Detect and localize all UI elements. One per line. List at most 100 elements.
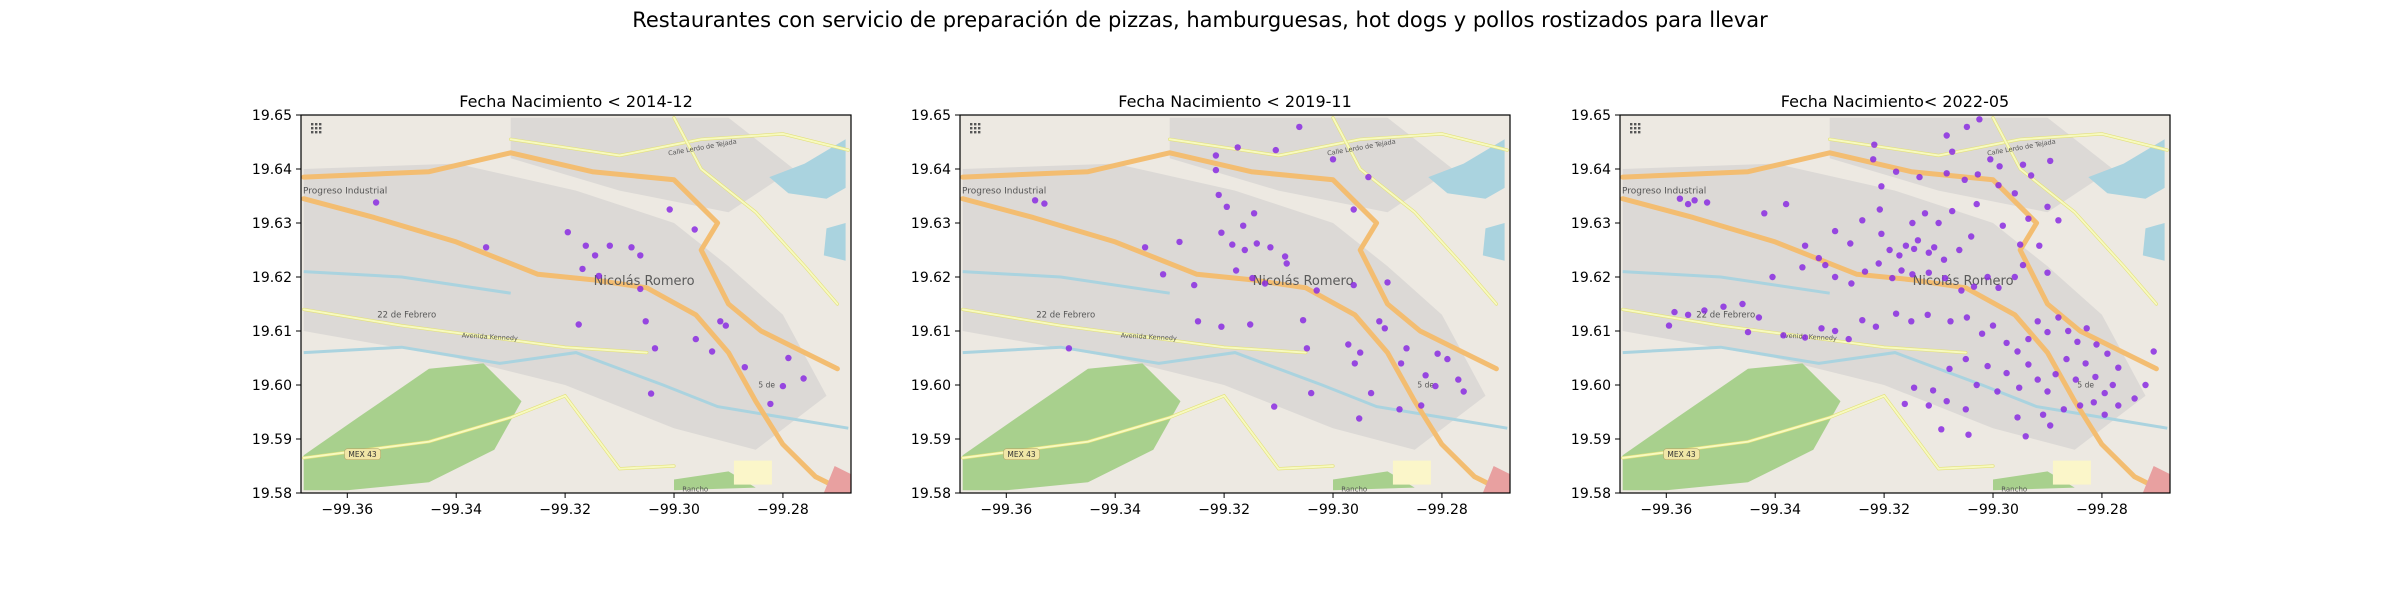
data-point <box>628 244 635 251</box>
x-tick-label: −99.30 <box>1967 502 2019 518</box>
map-label-town: Nicolás Romero <box>594 274 695 289</box>
data-point <box>606 242 613 249</box>
secondary-road-fill <box>1168 132 1509 157</box>
map-label-north-area: Progreso Industrial <box>1622 186 1706 196</box>
highway-shield-box <box>344 448 381 461</box>
data-point <box>2076 402 2084 409</box>
major-road <box>960 150 1499 372</box>
data-point <box>1782 200 1790 208</box>
data-point <box>2092 373 2099 381</box>
water-body <box>1428 139 1505 199</box>
data-point <box>1357 349 1364 356</box>
map-label-west-area: 22 de Febrero <box>1036 311 1095 321</box>
stream <box>1622 345 2168 430</box>
x-tick-label: −99.32 <box>1198 502 1250 518</box>
data-point <box>2044 269 2051 276</box>
stream <box>962 345 1508 430</box>
map-label-west-area: 22 de Febrero <box>377 311 436 321</box>
data-point <box>1676 195 1684 202</box>
data-point <box>1848 280 1855 287</box>
water-body <box>769 139 846 199</box>
data-point <box>1299 317 1307 324</box>
data-point <box>2044 203 2051 210</box>
data-point <box>1229 241 1236 248</box>
data-point <box>1176 238 1183 246</box>
x-tick-label: −99.28 <box>757 502 809 518</box>
map-label-avenue: Avenida Kennedy <box>1121 331 1178 342</box>
y-tick-label: 19.60 <box>252 378 292 394</box>
data-point <box>2060 406 2067 413</box>
water-body <box>1482 223 1505 261</box>
data-point <box>1799 264 1806 271</box>
data-point <box>1989 322 1997 329</box>
data-point <box>1876 206 1883 213</box>
data-point <box>1739 300 1746 308</box>
map-label-avenue: Avenida Kennedy <box>1781 331 1838 342</box>
y-tick-label: 19.59 <box>252 432 292 448</box>
x-tick-label: −99.36 <box>321 502 373 518</box>
data-point <box>2025 361 2032 368</box>
data-point <box>1356 415 1363 422</box>
farmland-area <box>1392 460 1431 485</box>
data-point <box>1974 171 1981 178</box>
data-point <box>1909 271 1916 278</box>
data-point <box>1949 148 1956 155</box>
data-point <box>1065 345 1073 352</box>
data-point <box>691 226 698 233</box>
data-point <box>1240 222 1247 229</box>
data-point <box>1822 261 1829 269</box>
data-point <box>1350 281 1357 289</box>
chart-title: Fecha Nacimiento < 2014-12 <box>459 92 693 111</box>
data-point <box>1994 388 2001 395</box>
data-point <box>1973 381 1980 389</box>
data-points <box>1031 123 1467 422</box>
data-point <box>595 272 603 280</box>
secondary-road-fill <box>1992 116 2158 305</box>
data-point <box>1946 365 1953 372</box>
data-point <box>1365 173 1372 181</box>
data-point <box>1892 168 1900 175</box>
data-point <box>2131 395 2138 402</box>
data-point <box>1703 199 1711 206</box>
data-point <box>2083 325 2090 332</box>
data-point <box>1898 267 1905 274</box>
data-point <box>1191 281 1198 289</box>
data-point <box>1212 152 1220 159</box>
chart-1: Nicolás Romero Progreso Industrial 22 de F… <box>252 92 852 518</box>
secondary-road-fill <box>302 308 648 354</box>
y-tick-label: 19.61 <box>911 324 951 340</box>
data-point <box>1910 245 1918 253</box>
data-point <box>1916 173 1923 181</box>
data-point <box>1889 274 1896 282</box>
y-tick-label: 19.62 <box>911 270 951 286</box>
data-point <box>800 375 807 382</box>
data-point <box>1313 287 1320 294</box>
data-point <box>1296 123 1303 131</box>
data-point <box>1929 387 1937 394</box>
data-point <box>2011 273 2018 281</box>
data-point <box>767 400 774 408</box>
data-point <box>1801 334 1809 341</box>
y-tick-label: 19.59 <box>911 432 951 448</box>
data-point <box>1831 227 1839 235</box>
secondary-road-fill <box>961 394 1334 470</box>
axes-frame <box>300 114 852 494</box>
data-point <box>1215 191 1222 199</box>
data-point <box>1847 240 1854 247</box>
data-point <box>1861 268 1869 275</box>
x-tick-label: −99.32 <box>1858 502 1910 518</box>
data-point <box>637 252 644 259</box>
data-point <box>2014 414 2021 421</box>
data-point <box>2109 381 2116 389</box>
data-point <box>1914 237 1922 244</box>
data-point <box>1384 279 1391 286</box>
data-point <box>1859 217 1866 224</box>
x-tick-label: −99.28 <box>2076 502 2128 518</box>
data-point <box>1031 197 1039 204</box>
data-point <box>1223 203 1230 210</box>
data-point <box>1218 229 1225 236</box>
data-point <box>1984 362 1991 370</box>
map-label-north-area: Progreso Industrial <box>303 186 387 196</box>
data-point <box>1241 246 1248 254</box>
secondary-road-fill <box>302 394 675 470</box>
